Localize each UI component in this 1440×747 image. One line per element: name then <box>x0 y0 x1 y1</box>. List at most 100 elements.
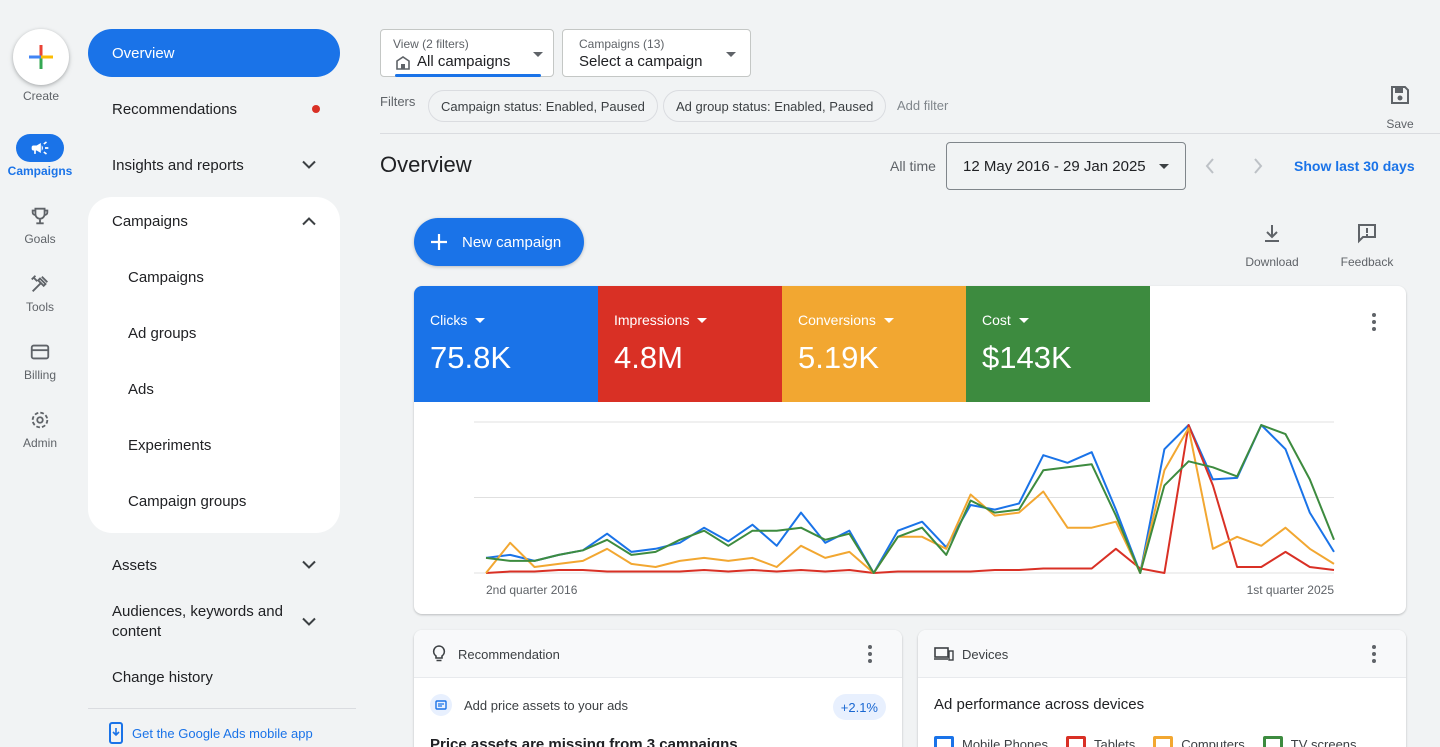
nav-sub-ads[interactable]: Ads <box>128 381 154 398</box>
metric-tile-conversions[interactable]: Conversions 5.19K <box>782 286 966 402</box>
nav-insights[interactable]: Insights and reports <box>88 153 340 177</box>
download-icon <box>1265 225 1279 242</box>
metric-label-cost: Cost <box>982 312 1011 328</box>
rail-label-admin: Admin <box>22 436 57 450</box>
rail-label-campaigns: Campaigns <box>7 164 73 178</box>
rail-item-tools[interactable]: Tools <box>0 270 80 314</box>
nav-insights-label: Insights and reports <box>112 156 244 174</box>
view-selector[interactable]: View (2 filters) All campaigns <box>380 29 554 77</box>
devices-card-title: Devices <box>962 647 1009 662</box>
legend-label: Computers <box>1181 736 1245 747</box>
legend-item-computers[interactable]: Computers <box>1153 736 1245 747</box>
metric-tile-impressions[interactable]: Impressions 4.8M <box>598 286 782 402</box>
series-line-clicks <box>485 424 1335 574</box>
nav-sub-experiments[interactable]: Experiments <box>128 437 212 454</box>
chevron-right-icon <box>1254 158 1263 174</box>
recommendation-item[interactable]: Add price assets to your ads <box>430 694 628 716</box>
show-last-30-days-link[interactable]: Show last 30 days <box>1294 158 1415 174</box>
nav-recommendations[interactable]: Recommendations <box>88 97 340 121</box>
new-campaign-button[interactable]: New campaign <box>414 218 584 266</box>
legend-label: Tablets <box>1094 736 1136 747</box>
credit-card-icon <box>30 344 50 360</box>
x-axis-end-label: 1st quarter 2025 <box>1247 583 1335 597</box>
filter-chip-campaign-status[interactable]: Campaign status: Enabled, Paused <box>428 90 658 122</box>
performance-chart-card: Clicks 75.8K Impressions 4.8M Conversion… <box>414 286 1406 614</box>
chevron-down-icon <box>302 160 316 169</box>
legend-item-mobile-phones[interactable]: Mobile Phones <box>934 736 1048 747</box>
filters-label: Filters <box>380 94 416 109</box>
store-icon <box>396 56 410 70</box>
legend-swatch <box>1066 736 1086 747</box>
next-period-button[interactable] <box>1246 154 1270 178</box>
date-range-picker[interactable]: 12 May 2016 - 29 Jan 2025 <box>946 142 1186 190</box>
uplift-badge: +2.1% <box>832 694 886 720</box>
plus-icon <box>431 234 447 250</box>
line-chart: 2nd quarter 2016 1st quarter 2025 <box>474 421 1335 597</box>
gear-icon <box>31 411 49 429</box>
save-button[interactable]: Save <box>1382 84 1418 131</box>
devices-card-header: Devices <box>918 630 1406 678</box>
mobile-phone-icon <box>109 722 123 744</box>
caret-down-icon <box>883 317 894 323</box>
mobile-app-link[interactable]: Get the Google Ads mobile app <box>108 722 313 744</box>
devices-headline: Ad performance across devices <box>934 696 1145 713</box>
nav-overview[interactable]: Overview <box>88 29 340 77</box>
chevron-down-icon <box>302 560 316 569</box>
feedback-icon <box>1358 224 1376 244</box>
tools-icon <box>31 275 48 292</box>
caret-down-icon <box>533 52 543 57</box>
nav-audiences[interactable]: Audiences, keywords and content <box>88 600 340 644</box>
legend-swatch <box>1153 736 1174 747</box>
create-label: Create <box>22 89 60 103</box>
rail-item-admin[interactable]: Admin <box>0 406 80 450</box>
add-filter-button[interactable]: Add filter <box>897 98 949 113</box>
previous-period-button[interactable] <box>1198 154 1222 178</box>
rail-item-goals[interactable]: Goals <box>0 202 80 246</box>
metric-tile-cost[interactable]: Cost $143K <box>966 286 1150 402</box>
nav-change-history[interactable]: Change history <box>88 665 340 689</box>
recommendation-more-options-icon[interactable] <box>858 642 882 666</box>
caret-down-icon <box>726 52 736 57</box>
legend-item-tv-screens[interactable]: TV screens <box>1262 736 1357 747</box>
nav-recommendations-label: Recommendations <box>112 100 238 118</box>
nav-sub-ad-groups[interactable]: Ad groups <box>128 325 197 342</box>
view-selector-value: All campaigns <box>417 53 511 70</box>
caret-down-icon <box>475 317 486 323</box>
save-icon <box>1391 86 1409 104</box>
rail-item-billing[interactable]: Billing <box>0 338 80 382</box>
campaign-selector-value: Select a campaign <box>579 53 703 70</box>
legend-item-tablets[interactable]: Tablets <box>1066 736 1135 747</box>
lightbulb-icon <box>432 645 446 662</box>
notification-dot <box>312 105 320 113</box>
recommendation-text: Add price assets to your ads <box>464 697 629 713</box>
devices-icon <box>934 647 954 661</box>
header-divider <box>380 133 1440 134</box>
recommendation-card: Recommendation Add price assets to your … <box>414 630 902 747</box>
view-selector-underline <box>395 74 541 77</box>
chart-more-options-icon[interactable] <box>1362 310 1386 334</box>
recommendation-headline: Price assets are missing from 3 campaign… <box>430 736 738 747</box>
nav-sub-campaigns[interactable]: Campaigns <box>128 269 204 286</box>
rail-item-campaigns[interactable]: Campaigns <box>0 134 80 178</box>
chevron-left-icon <box>1205 158 1214 174</box>
legend-swatch <box>934 736 954 747</box>
legend-label: TV screens <box>1290 736 1357 747</box>
create-button[interactable] <box>13 29 69 85</box>
nav-divider <box>88 708 356 709</box>
nav-campaigns-group[interactable]: Campaigns <box>88 209 340 233</box>
new-campaign-label: New campaign <box>462 233 562 251</box>
feedback-button[interactable]: Feedback <box>1336 222 1398 269</box>
nav-assets[interactable]: Assets <box>88 553 340 577</box>
rail-label-tools: Tools <box>25 300 54 314</box>
series-line-impressions <box>485 424 1335 574</box>
filter-chip-ad-group-status[interactable]: Ad group status: Enabled, Paused <box>663 90 887 122</box>
campaign-selector[interactable]: Campaigns (13) Select a campaign <box>562 29 751 77</box>
devices-more-options-icon[interactable] <box>1362 642 1386 666</box>
metric-tile-clicks[interactable]: Clicks 75.8K <box>414 286 598 402</box>
download-button[interactable]: Download <box>1242 222 1302 269</box>
metric-value-clicks: 75.8K <box>430 340 512 375</box>
feedback-label: Feedback <box>1340 255 1394 269</box>
nav-sub-campaign-groups[interactable]: Campaign groups <box>128 493 247 510</box>
all-time-label: All time <box>890 158 936 174</box>
campaign-selector-caption: Campaigns (13) <box>579 37 665 51</box>
